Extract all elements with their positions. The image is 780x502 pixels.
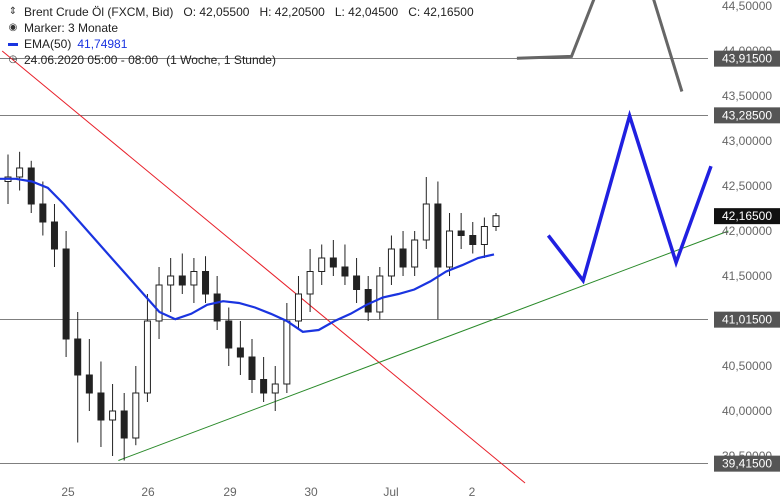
x-tick-label: 30 <box>304 485 318 499</box>
candle-body-30 <box>353 275 361 290</box>
low-value: L: 42,04500 <box>334 5 399 19</box>
ema-value: 41,74981 <box>77 37 128 51</box>
candle-body-33 <box>387 248 395 277</box>
candle-body-13 <box>155 284 163 322</box>
candle-body-27 <box>318 257 326 272</box>
x-tick-label: 2 <box>469 485 476 499</box>
candle-body-34 <box>399 248 407 268</box>
candle-body-19 <box>225 320 233 349</box>
candle-body-39 <box>457 230 465 236</box>
level-price-box-1-label: 43,28500 <box>722 108 772 122</box>
green-uptrend-line <box>118 230 729 461</box>
candle-body-42 <box>492 215 500 227</box>
close-value: C: 42,16500 <box>408 5 474 19</box>
red-downtrend-line <box>1 50 526 484</box>
level-price-box-0-bg <box>714 50 780 67</box>
candle-body-14 <box>167 275 175 286</box>
candle-body-3 <box>39 203 47 223</box>
candle-body-41 <box>480 226 488 245</box>
y-tick-label: 42,00000 <box>722 224 772 238</box>
period-label: 24.06.2020 05:00 - 08:00 <box>24 53 159 67</box>
candle-body-7 <box>85 374 93 394</box>
candle-body-38 <box>446 230 454 268</box>
forecast-gray-path <box>516 0 684 92</box>
y-tick-label: 42,50000 <box>722 179 772 193</box>
forecast-blue-path <box>546 109 713 285</box>
candle-body-11 <box>132 392 140 439</box>
y-tick-label: 40,50000 <box>722 359 772 373</box>
x-tick-label: 25 <box>61 485 75 499</box>
candle-body-6 <box>74 338 82 376</box>
candle-body-18 <box>213 293 221 322</box>
candle-body-15 <box>178 275 186 286</box>
current-price-box-bg <box>714 208 780 225</box>
candle-body-35 <box>411 239 419 268</box>
level-price-box-1-bg <box>714 107 780 124</box>
instrument-name: Brent Crude Öl (FXCM, Bid) <box>24 5 174 19</box>
candle-body-2 <box>27 167 35 205</box>
open-value: O: 42,05500 <box>183 5 250 19</box>
ema-label: EMA(50) <box>24 37 72 51</box>
ema-line <box>0 177 495 333</box>
high-value: H: 42,20500 <box>259 5 325 19</box>
candle-body-5 <box>62 248 70 340</box>
candle-body-4 <box>50 221 58 250</box>
marker-label: Marker: 3 Monate <box>24 21 119 35</box>
level-price-box-3-bg <box>714 455 780 472</box>
candle-body-32 <box>376 275 384 313</box>
candle-body-17 <box>202 271 210 295</box>
x-tick-label: 29 <box>223 485 237 499</box>
candle-body-9 <box>109 410 117 421</box>
candle-body-10 <box>120 410 128 439</box>
candle-body-21 <box>248 356 256 380</box>
candle-body-28 <box>329 257 337 268</box>
interval-label: (1 Woche, 1 Stunde) <box>166 53 276 67</box>
candlestick-icon: ⇕ <box>8 6 18 17</box>
candle-body-8 <box>97 392 105 421</box>
y-tick-label: 40,00000 <box>722 404 772 418</box>
candle-body-24 <box>283 320 291 385</box>
y-tick-label: 44,50000 <box>722 0 772 13</box>
candle-body-37 <box>434 203 442 268</box>
level-price-box-2-label: 41,01500 <box>722 313 772 327</box>
candle-body-16 <box>190 271 198 286</box>
candle-body-12 <box>143 320 151 394</box>
x-tick-label: Jul <box>383 485 398 499</box>
candle-body-25 <box>294 293 302 322</box>
candle-body-1 <box>16 167 24 178</box>
marker-icon: ◉ <box>8 22 18 33</box>
level-price-box-0-label: 43,91500 <box>722 52 772 66</box>
y-tick-label: 41,50000 <box>722 269 772 283</box>
candle-body-40 <box>469 235 477 245</box>
ema-line-icon <box>8 42 18 46</box>
candle-body-26 <box>306 271 314 295</box>
chart-info-panel: ⇕ Brent Crude Öl (FXCM, Bid) O: 42,05500… <box>6 4 474 68</box>
current-price-box-label: 42,16500 <box>722 209 772 223</box>
candle-body-29 <box>341 266 349 277</box>
y-tick-label: 43,50000 <box>722 89 772 103</box>
level-price-box-2-bg <box>714 311 780 328</box>
x-tick-label: 26 <box>141 485 155 499</box>
level-price-box-3-label: 39,41500 <box>722 457 772 471</box>
candle-body-23 <box>271 383 279 394</box>
clock-icon: ◷ <box>8 54 18 65</box>
candle-body-36 <box>422 203 430 241</box>
y-tick-label: 43,00000 <box>722 134 772 148</box>
candle-body-31 <box>364 289 372 313</box>
candle-body-22 <box>260 379 268 394</box>
candle-body-20 <box>236 347 244 358</box>
